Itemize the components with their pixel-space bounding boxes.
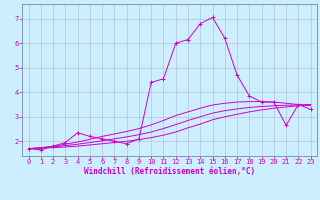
X-axis label: Windchill (Refroidissement éolien,°C): Windchill (Refroidissement éolien,°C) — [84, 167, 255, 176]
